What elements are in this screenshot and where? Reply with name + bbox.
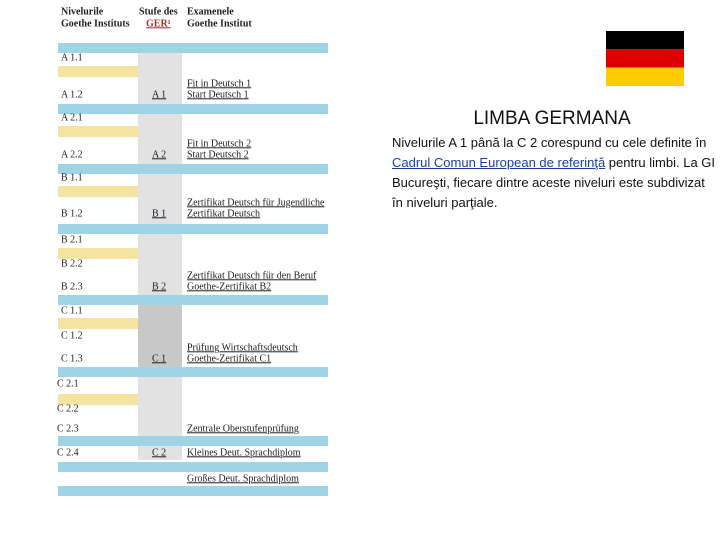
exam: Fit in Deutsch 2 bbox=[187, 138, 251, 149]
blue-stripe bbox=[58, 104, 328, 114]
stripes bbox=[58, 43, 328, 496]
level: C 2.3 bbox=[57, 423, 79, 434]
yellow-stripe bbox=[58, 66, 138, 77]
exam: Start Deutsch 1 bbox=[187, 89, 249, 100]
ger-level: A 2 bbox=[152, 149, 166, 160]
level: C 2.2 bbox=[57, 403, 79, 414]
exam: Zertifikat Deutsch für den Beruf bbox=[187, 270, 317, 281]
level: B 2.1 bbox=[61, 234, 83, 245]
exam: Großes Deut. Sprachdiplom bbox=[187, 473, 299, 484]
header-col2: GER¹ bbox=[146, 18, 171, 29]
link[interactable]: Cadrul Comun European de referinţă bbox=[392, 155, 606, 170]
level: B 1.1 bbox=[61, 172, 83, 183]
level: C 1.3 bbox=[61, 353, 83, 364]
level: A 2.1 bbox=[61, 112, 83, 123]
blue-stripe bbox=[58, 462, 328, 472]
slide-title: LIMBA GERMANA bbox=[473, 108, 631, 129]
level: B 1.2 bbox=[61, 208, 83, 219]
header-col1: Goethe Instituts bbox=[61, 18, 130, 29]
level: A 2.2 bbox=[61, 149, 83, 160]
german-flag bbox=[606, 31, 684, 86]
level: B 2.2 bbox=[61, 258, 83, 269]
exam: Goethe-Zertifikat B2 bbox=[187, 281, 271, 292]
yellow-stripe bbox=[58, 126, 138, 137]
header-col3: Examenele bbox=[187, 6, 234, 17]
header-col3: Goethe Institut bbox=[187, 18, 252, 29]
level-table: Nivelurile Goethe Instituts Stufe des GE… bbox=[57, 6, 328, 496]
level: C 2.1 bbox=[57, 378, 79, 389]
header-col2: Stufe des bbox=[139, 6, 178, 17]
exam: Zertifikat Deutsch für Jugendliche bbox=[187, 197, 325, 208]
exam: Start Deutsch 2 bbox=[187, 149, 249, 160]
blue-stripe bbox=[58, 43, 328, 53]
ger-column bbox=[138, 53, 182, 460]
ger-c1-block bbox=[138, 305, 182, 375]
description: Nivelurile A 1 până la C 2 corespund cu … bbox=[392, 133, 717, 213]
ger-level: B 1 bbox=[152, 208, 166, 219]
exam: Zentrale Oberstufenprüfung bbox=[187, 423, 299, 434]
yellow-stripe bbox=[58, 248, 138, 259]
blue-stripe bbox=[58, 436, 328, 446]
level: C 1.2 bbox=[61, 330, 83, 341]
exam: Zertifikat Deutsch bbox=[187, 208, 260, 219]
blue-stripe bbox=[58, 486, 328, 496]
yellow-stripe bbox=[58, 318, 138, 329]
yellow-stripe bbox=[58, 394, 138, 405]
ger-level: C 1 bbox=[152, 353, 166, 364]
ger-level: C 2 bbox=[152, 447, 166, 458]
text: pentru limbi. La GI Bucureşti, fiecare d… bbox=[392, 155, 716, 210]
level: B 2.3 bbox=[61, 281, 83, 292]
exam: Prüfung Wirtschaftsdeutsch bbox=[187, 342, 298, 353]
text: Nivelurile A 1 până la C 2 corespund cu … bbox=[392, 135, 707, 150]
level: A 1.2 bbox=[61, 89, 83, 100]
level: A 1.1 bbox=[61, 52, 83, 63]
blue-stripe bbox=[58, 164, 328, 174]
level: C 2.4 bbox=[57, 447, 79, 458]
ger-level: A 1 bbox=[152, 89, 166, 100]
header-col1: Nivelurile bbox=[61, 6, 104, 17]
yellow-stripe bbox=[58, 186, 138, 197]
blue-stripe bbox=[58, 367, 328, 377]
blue-stripe bbox=[58, 224, 328, 234]
exam: Kleines Deut. Sprachdiplom bbox=[187, 447, 301, 458]
ger-level: B 2 bbox=[152, 281, 166, 292]
level: C 1.1 bbox=[61, 305, 83, 316]
blue-stripe bbox=[58, 295, 328, 305]
exam: Goethe-Zertifikat C1 bbox=[187, 353, 271, 364]
exam: Fit in Deutsch 1 bbox=[187, 78, 251, 89]
